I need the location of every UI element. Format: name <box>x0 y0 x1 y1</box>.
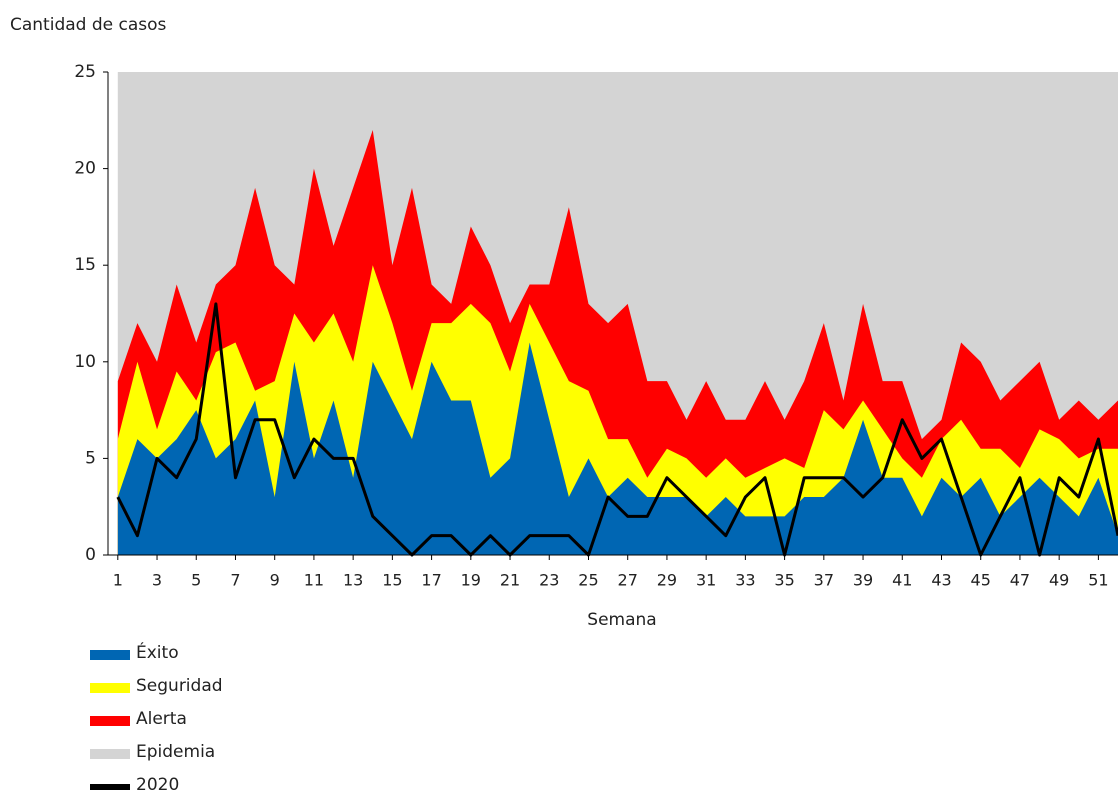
legend-label: Epidemia <box>136 742 215 762</box>
x-tick-label: 49 <box>1049 571 1069 590</box>
x-tick-label: 17 <box>421 571 441 590</box>
x-tick-label: 23 <box>539 571 559 590</box>
line <box>116 302 1118 557</box>
x-tick-label: 7 <box>230 571 240 590</box>
x-tick-label: 11 <box>304 571 324 590</box>
x-tick-label: 45 <box>971 571 991 590</box>
x-tick-label: 15 <box>382 571 402 590</box>
x-tick-label: 9 <box>270 571 280 590</box>
legend-swatch <box>90 716 130 726</box>
y-tick-label: 15 <box>74 255 96 275</box>
x-axis-label: Semana <box>587 610 656 630</box>
x-tick-label: 43 <box>931 571 951 590</box>
x-tick-label: 3 <box>152 571 162 590</box>
x-tick-label: 5 <box>191 571 201 590</box>
x-tick-label: 19 <box>461 571 481 590</box>
x-tick-label: 47 <box>1010 571 1030 590</box>
x-tick-label: 29 <box>657 571 677 590</box>
x-tick-label: 1 <box>113 571 123 590</box>
legend-swatch <box>90 784 130 790</box>
x-tick-label: 37 <box>814 571 834 590</box>
x-tick-label: 39 <box>853 571 873 590</box>
x-tick-label: 51 <box>1088 571 1108 590</box>
y-tick-label: 20 <box>74 159 96 179</box>
y-axis-label: Cantidad de casos <box>10 15 167 35</box>
legend-label: Seguridad <box>136 676 223 696</box>
x-tick-label: 21 <box>500 571 520 590</box>
y-tick-label: 10 <box>74 352 96 372</box>
x-tick-label: 27 <box>618 571 638 590</box>
legend-label: Alerta <box>136 709 187 729</box>
legend-label: Éxito <box>136 641 179 663</box>
x-tick-label: 41 <box>892 571 912 590</box>
y-tick-label: 0 <box>85 545 96 565</box>
legend-label: 2020 <box>136 775 179 795</box>
x-tick-label: 33 <box>735 571 755 590</box>
x-tick-label: 31 <box>696 571 716 590</box>
legend-swatch <box>90 749 130 759</box>
y-tick-label: 25 <box>74 62 96 82</box>
x-tick-label: 25 <box>578 571 598 590</box>
legend-swatch <box>90 683 130 693</box>
x-tick-label: 35 <box>774 571 794 590</box>
y-tick-label: 5 <box>85 448 96 468</box>
legend-swatch <box>90 650 130 660</box>
x-tick-label: 13 <box>343 571 363 590</box>
